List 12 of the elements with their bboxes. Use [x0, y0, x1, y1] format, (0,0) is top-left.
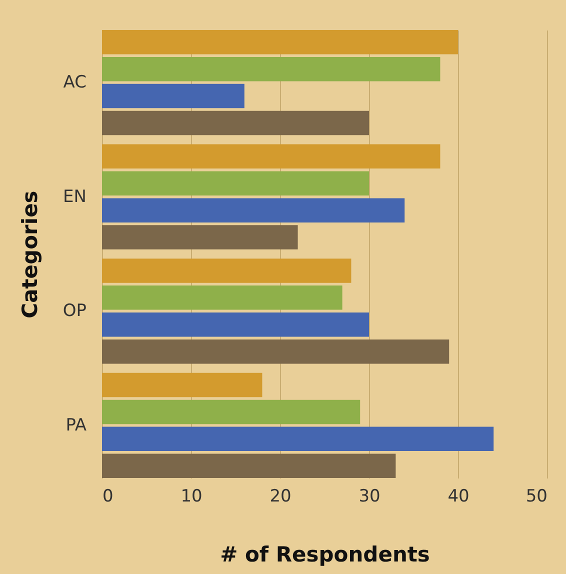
- x-tick-label: 0: [102, 486, 114, 506]
- x-tick-label: 50: [526, 486, 548, 506]
- y-tick-label: PA: [66, 415, 87, 436]
- x-tick-label: 10: [180, 486, 202, 506]
- x-axis-title: # of Respondents: [220, 542, 430, 566]
- y-tick-label: OP: [62, 301, 86, 322]
- x-tick-label: 30: [358, 486, 380, 506]
- y-tick-label: AC: [63, 72, 86, 93]
- y-axis-title: Categories: [18, 190, 42, 318]
- x-tick-label: 40: [448, 486, 470, 506]
- y-tick-label: EN: [63, 186, 86, 207]
- x-tick-label: 20: [270, 486, 292, 506]
